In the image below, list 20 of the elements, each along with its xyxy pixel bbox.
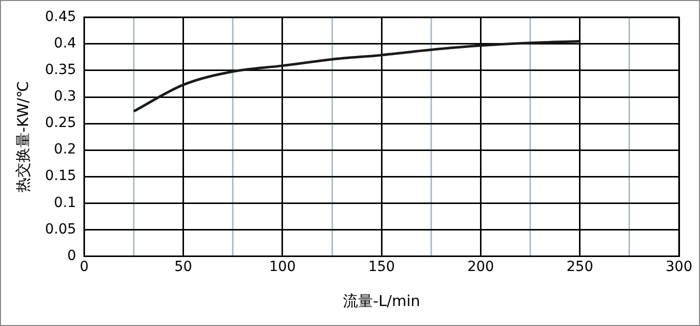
y-tick-label: 0.25: [45, 115, 76, 132]
x-tick-label: 0: [80, 259, 89, 276]
x-tick-label: 300: [666, 259, 692, 276]
x-axis-title: 流量-L/min: [343, 292, 420, 310]
y-tick-label: 0.05: [45, 221, 76, 238]
x-tick-label: 250: [566, 259, 594, 276]
y-tick-label: 0.35: [45, 62, 76, 78]
x-tick-label: 150: [368, 259, 395, 276]
y-tick-label: 0: [67, 248, 76, 264]
y-tick-label: 0.2: [54, 142, 76, 158]
x-tick-label: 100: [269, 259, 296, 276]
y-tick-label: 0.3: [54, 88, 76, 105]
x-tick-label: 50: [174, 259, 192, 276]
line-series: [132, 40, 582, 113]
y-axis-title: 热交换量-KW/℃: [14, 81, 32, 193]
x-tick-label: 200: [467, 259, 494, 276]
y-tick-label: 0.15: [45, 168, 76, 184]
y-tick-label: 0.45: [45, 9, 76, 26]
y-tick-label: 0.1: [54, 194, 76, 211]
y-tick-label: 0.4: [54, 36, 76, 52]
